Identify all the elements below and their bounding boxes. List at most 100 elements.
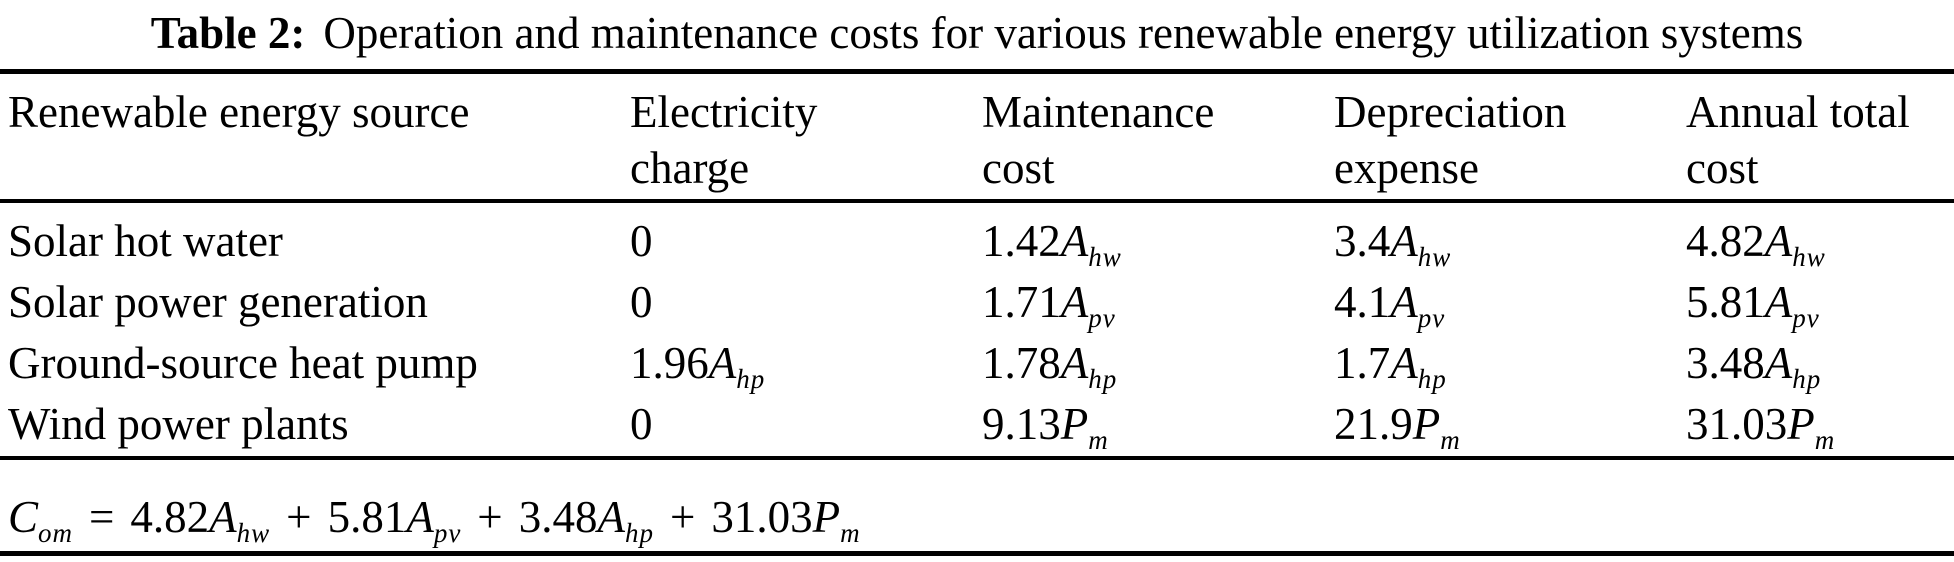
cell-subscript: m [1440, 425, 1461, 455]
cell-source: Ground-source heat pump [8, 338, 478, 388]
header-row: Renewable energy source Electricity charg… [8, 84, 1954, 196]
header-line1: Maintenance [982, 87, 1215, 137]
formula-term: 5.81Apv [327, 492, 462, 548]
cell-electricity-charge: 0 [630, 272, 982, 349]
cell-variable: A [1060, 338, 1089, 388]
cell-variable: P [1787, 399, 1815, 449]
cell-coefficient: 31.03 [1686, 399, 1788, 449]
column-header-renewable-energy-source: Renewable energy source [8, 84, 630, 196]
table-row-solar-power-generation: Solar power generation 0 1.71Apv 4.1Apv … [8, 272, 1954, 333]
cell-variable: P [1412, 399, 1441, 449]
table-row-solar-hot-water: Solar hot water 0 1.42Ahw 3.4Ahw 4.82Ahw [8, 211, 1954, 272]
cell-variable: P [1060, 399, 1089, 449]
plus-sign: + [477, 492, 503, 542]
cell-subscript: m [1814, 425, 1836, 455]
cell-maintenance-cost: 1.42Ahw [982, 211, 1334, 288]
cell-electricity-charge: 0 [630, 394, 982, 471]
cell-maintenance-cost: 1.78Ahp [982, 333, 1334, 410]
cell-variable: A [1060, 277, 1089, 327]
cell-subscript: pv [1792, 303, 1820, 333]
cell-source: Wind power plants [8, 399, 349, 449]
cell-subscript: pv [1088, 303, 1116, 333]
cell-coefficient: 21.9 [1334, 399, 1413, 449]
formula-term: 4.82Ahw [130, 492, 270, 548]
cell-annual-total-cost: 31.03Pm [1686, 394, 1954, 471]
cell-variable: A [1060, 216, 1089, 266]
term-coefficient: 31.03 [711, 492, 813, 542]
cell-variable: A [1764, 338, 1793, 388]
cell-variable: A [1390, 216, 1418, 266]
term-subscript: hw [236, 518, 271, 548]
cell-coefficient: 9.13 [982, 399, 1061, 449]
term-coefficient: 5.81 [327, 492, 407, 542]
cell-annual-total-cost: 3.48Ahp [1686, 333, 1954, 410]
cell-variable: A [1390, 338, 1418, 388]
cell-electricity-charge: 1.96Ahp [630, 333, 982, 410]
plus-sign: + [669, 492, 696, 542]
column-header-depreciation-expense: Depreciation expense [1334, 84, 1686, 196]
header-line1: Electricity [630, 87, 818, 137]
cell-coefficient: 0 [630, 399, 653, 449]
cell-annual-total-cost: 4.82Ahw [1686, 211, 1954, 288]
cell-annual-total-cost: 5.81Apv [1686, 272, 1954, 349]
cell-coefficient: 1.42 [982, 216, 1061, 266]
table-row-ground-source-heat-pump: Ground-source heat pump 1.96Ahp 1.78Ahp … [8, 333, 1954, 394]
rule-below-header [0, 199, 1954, 203]
header-line2: charge [630, 143, 750, 193]
rule-top [0, 69, 1954, 74]
term-coefficient: 3.48 [518, 492, 598, 542]
term-variable: A [209, 492, 237, 542]
cell-coefficient: 3.4 [1334, 216, 1391, 266]
term-variable: P [812, 492, 841, 542]
header-line2: expense [1334, 143, 1479, 193]
header-line2: cost [982, 143, 1055, 193]
formula-lhs-subscript: om [38, 518, 74, 548]
term-variable: A [406, 492, 434, 542]
cell-variable: A [1390, 277, 1418, 327]
cell-subscript: hp [1417, 364, 1447, 394]
cell-depreciation-expense: 4.1Apv [1334, 272, 1686, 349]
term-subscript: pv [433, 518, 462, 548]
cell-coefficient: 4.82 [1686, 216, 1765, 266]
formula-term: 3.48Ahp [518, 492, 654, 548]
term-coefficient: 4.82 [130, 492, 210, 542]
term-variable: A [597, 492, 625, 542]
cell-source: Solar power generation [8, 277, 428, 327]
rule-bottom [0, 551, 1954, 556]
header-line1: Renewable energy source [8, 87, 470, 137]
term-subscript: hp [624, 518, 654, 548]
cell-subscript: hw [1792, 242, 1826, 272]
table-caption: Table 2: Operation and maintenance costs … [0, 4, 1954, 62]
cell-source: Solar hot water [8, 216, 283, 266]
cell-coefficient: 4.1 [1334, 277, 1391, 327]
cell-maintenance-cost: 9.13Pm [982, 394, 1334, 471]
cell-coefficient: 1.7 [1334, 338, 1391, 388]
column-header-electricity-charge: Electricity charge [630, 84, 982, 196]
cell-subscript: hw [1088, 242, 1122, 272]
formula-total-om-cost: Com = 4.82Ahw +5.81Apv +3.48Ahp +31.03Pm [8, 489, 861, 561]
cell-coefficient: 1.71 [982, 277, 1061, 327]
plus-sign: + [286, 492, 312, 542]
cell-subscript: m [1088, 425, 1109, 455]
cell-maintenance-cost: 1.71Apv [982, 272, 1334, 349]
table-caption-text: Operation and maintenance costs for vari… [323, 8, 1804, 58]
column-header-maintenance-cost: Maintenance cost [982, 84, 1334, 196]
rule-below-body [0, 456, 1954, 460]
cell-depreciation-expense: 1.7Ahp [1334, 333, 1686, 410]
formula-term: 31.03Pm [711, 492, 860, 548]
table-row-wind-power-plants: Wind power plants 0 9.13Pm 21.9Pm 31.03P… [8, 394, 1954, 455]
cell-variable: A [1764, 277, 1793, 327]
formula-lhs-variable: C [8, 492, 39, 542]
cell-electricity-charge: 0 [630, 211, 982, 288]
term-subscript: m [840, 518, 861, 548]
table-caption-label: Table 2: [150, 8, 306, 58]
cell-depreciation-expense: 3.4Ahw [1334, 211, 1686, 288]
cell-subscript: pv [1417, 303, 1446, 333]
header-line1: Depreciation [1334, 87, 1567, 137]
column-header-annual-total-cost: Annual total cost [1686, 84, 1954, 196]
header-line1: Annual total [1686, 87, 1910, 137]
cell-subscript: hw [1417, 242, 1452, 272]
cell-coefficient: 3.48 [1686, 338, 1765, 388]
cell-subscript: hp [736, 364, 766, 394]
